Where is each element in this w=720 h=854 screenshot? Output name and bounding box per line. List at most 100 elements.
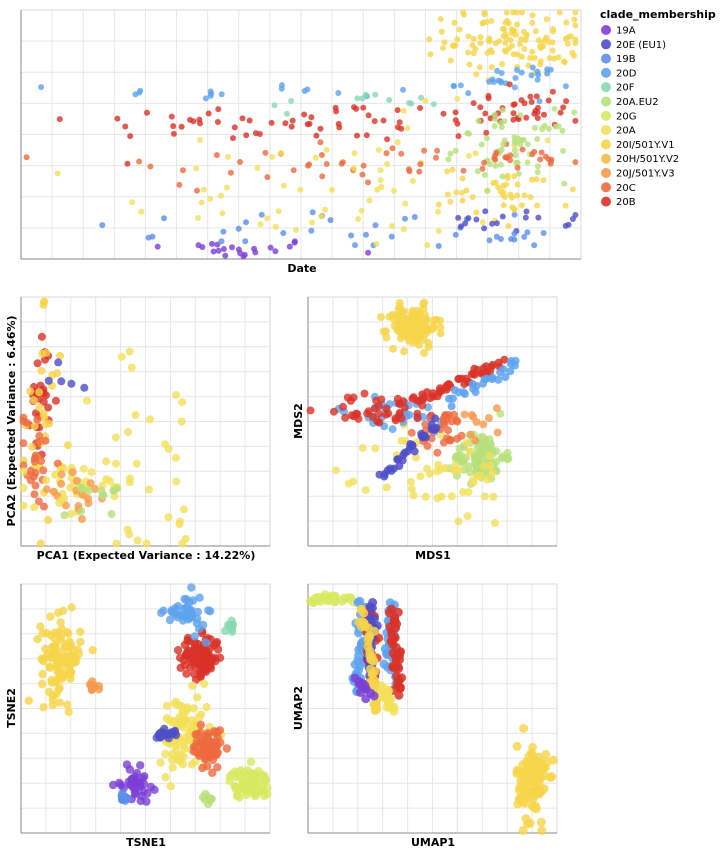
data-point: [210, 248, 217, 255]
data-point: [220, 246, 227, 252]
data-point: [571, 109, 578, 116]
data-point: [209, 240, 215, 247]
data-point: [531, 764, 541, 774]
data-point: [394, 690, 404, 700]
data-point: [252, 130, 259, 137]
data-point: [444, 168, 451, 175]
scatter-panel-4: TSNE1 TSNE2: [5, 583, 272, 849]
legend-entry[interactable]: 20B: [601, 196, 636, 209]
legend-entry[interactable]: 19B: [601, 53, 636, 66]
data-point: [38, 349, 47, 358]
data-point: [372, 222, 379, 229]
data-point: [218, 91, 225, 98]
data-point: [278, 150, 285, 156]
data-point: [388, 233, 395, 240]
legend-label: 19B: [616, 54, 636, 65]
data-point: [492, 156, 499, 163]
data-point: [33, 359, 42, 368]
legend-entry[interactable]: 20C: [601, 182, 636, 194]
data-point: [418, 94, 424, 101]
data-point: [31, 481, 40, 490]
data-point: [111, 433, 120, 442]
data-point: [198, 620, 208, 630]
data-point: [79, 464, 88, 473]
data-point: [550, 26, 557, 32]
data-point: [323, 146, 330, 153]
data-point: [355, 688, 365, 697]
legend-entry[interactable]: 20A: [601, 125, 636, 137]
legend-entry[interactable]: 20A.EU2: [601, 96, 659, 109]
data-point: [57, 496, 66, 505]
data-point: [394, 305, 403, 314]
data-point: [424, 242, 431, 249]
data-point: [492, 152, 499, 159]
data-point: [161, 773, 170, 782]
data-point: [431, 414, 440, 423]
data-point: [42, 485, 51, 494]
data-point: [521, 233, 528, 240]
data-point: [214, 119, 221, 125]
data-point: [511, 173, 518, 180]
data-point: [563, 19, 570, 26]
data-point: [207, 195, 214, 202]
data-point: [322, 206, 329, 213]
legend-entry[interactable]: 20E (EU1): [601, 39, 666, 51]
data-point: [19, 439, 28, 448]
data-point: [394, 107, 401, 114]
data-point: [463, 512, 472, 521]
data-point: [406, 168, 413, 175]
data-point: [492, 179, 499, 186]
data-point: [251, 789, 260, 798]
data-point: [502, 154, 509, 161]
data-point: [162, 701, 172, 710]
data-point: [463, 187, 470, 194]
data-point: [521, 46, 528, 52]
legend-entry[interactable]: 20F: [601, 82, 635, 94]
legend-entry[interactable]: 20J/501Y.V3: [601, 168, 675, 180]
data-point: [30, 503, 39, 512]
legend-label: 20H/501Y.V2: [616, 154, 679, 165]
legend-entry[interactable]: 19A: [601, 25, 636, 37]
legend-label: 20I/501Y.V1: [616, 140, 675, 151]
data-point: [161, 440, 169, 449]
data-point: [528, 751, 538, 760]
data-point: [460, 11, 467, 18]
legend-entry[interactable]: 20G: [601, 110, 636, 123]
data-point: [189, 704, 198, 713]
data-point: [510, 110, 517, 117]
data-point: [223, 184, 230, 191]
data-point: [207, 92, 214, 99]
data-point: [63, 670, 72, 679]
data-point: [440, 110, 447, 117]
data-point: [465, 90, 472, 97]
data-point: [371, 444, 380, 453]
data-point: [479, 219, 486, 226]
data-point: [448, 394, 457, 403]
data-point: [389, 662, 398, 672]
data-point: [382, 648, 391, 658]
data-point: [562, 83, 569, 90]
data-point: [80, 383, 89, 392]
data-point: [450, 83, 457, 89]
legend-entry[interactable]: 20H/501Y.V2: [601, 153, 679, 166]
data-point: [511, 230, 518, 237]
data-point: [514, 164, 521, 171]
data-point: [534, 115, 541, 121]
data-point: [180, 594, 189, 604]
legend-entry[interactable]: 20D: [601, 67, 637, 80]
data-point: [524, 229, 531, 236]
data-point: [524, 141, 531, 148]
data-point: [30, 490, 39, 499]
data-point: [41, 420, 50, 429]
data-point: [42, 628, 51, 638]
data-point: [486, 237, 493, 244]
legend-entry[interactable]: 20I/501Y.V1: [601, 139, 675, 151]
data-point: [197, 120, 203, 127]
data-point: [363, 231, 369, 238]
data-point: [559, 127, 566, 134]
data-point: [102, 457, 111, 466]
data-point: [194, 187, 200, 194]
data-point: [541, 749, 551, 759]
data-point: [433, 494, 442, 503]
